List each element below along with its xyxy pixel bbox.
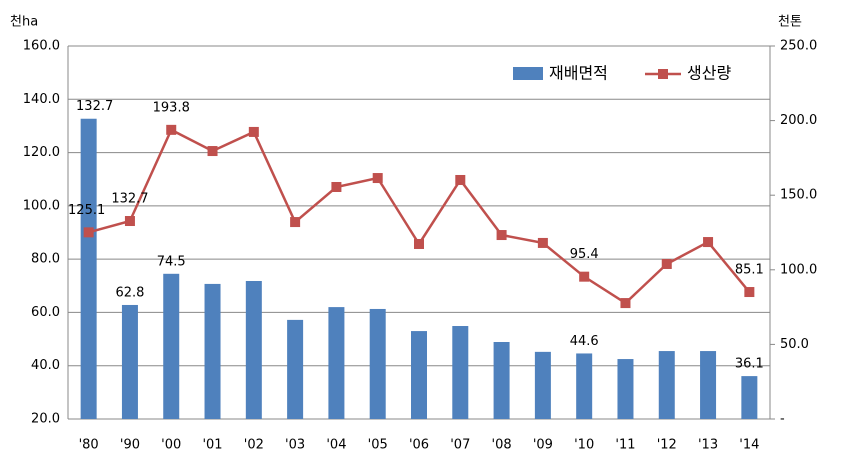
y2-tick-label: 250.0 <box>780 39 817 54</box>
bar <box>700 351 717 419</box>
bar <box>163 273 180 419</box>
marker <box>620 298 631 309</box>
x-tick-label: '08 <box>492 438 512 453</box>
bar <box>493 342 510 419</box>
y-axis-label: 천ha <box>10 15 38 30</box>
marker <box>661 258 672 269</box>
bar <box>245 280 262 419</box>
data-label: 36.1 <box>735 357 764 372</box>
y2-tick-label: 100.0 <box>780 262 817 277</box>
bar <box>411 331 427 419</box>
marker <box>83 227 94 238</box>
y2-tick-label: 150.0 <box>780 188 817 203</box>
x-tick-label: '07 <box>450 438 470 453</box>
bar <box>741 376 758 419</box>
y-tick-label: 20.0 <box>31 412 60 427</box>
bar <box>204 283 221 419</box>
y-tick-label: 120.0 <box>23 145 60 160</box>
x-tick-label: '00 <box>161 438 181 453</box>
marker <box>290 217 301 228</box>
bar <box>658 351 675 419</box>
legend-swatch <box>513 67 543 80</box>
data-label: 74.5 <box>157 254 186 269</box>
data-label: 95.4 <box>570 247 599 262</box>
data-label: 85.1 <box>735 263 764 278</box>
bar <box>80 118 97 420</box>
y2-tick-label: 200.0 <box>780 113 817 128</box>
x-tick-label: '12 <box>657 438 677 453</box>
bar <box>452 326 469 419</box>
legend-swatch <box>658 69 668 79</box>
marker <box>372 173 383 184</box>
marker <box>331 181 342 192</box>
marker <box>496 230 507 241</box>
bar <box>287 319 304 419</box>
bar <box>534 351 551 419</box>
x-tick-label: '80 <box>79 438 99 453</box>
y-tick-label: 160.0 <box>23 39 60 54</box>
bar <box>369 308 386 419</box>
marker <box>537 237 548 248</box>
bar <box>121 304 138 419</box>
marker <box>744 287 755 298</box>
bar <box>328 307 345 419</box>
legend-label: 생산량 <box>687 64 731 83</box>
x-tick-label: '11 <box>615 438 635 453</box>
x-tick-label: '06 <box>409 438 429 453</box>
y-tick-label: 40.0 <box>31 358 60 373</box>
marker <box>703 237 714 248</box>
line <box>88 128 751 305</box>
bar <box>617 359 634 419</box>
marker <box>207 146 218 157</box>
marker <box>455 174 466 185</box>
y-tick-label: 100.0 <box>23 198 60 213</box>
y2-tick-label: 50.0 <box>780 337 809 352</box>
x-tick-label: '03 <box>285 438 305 453</box>
marker <box>124 216 135 227</box>
x-tick-label: '13 <box>698 438 718 453</box>
marker <box>579 271 590 282</box>
bar <box>576 353 593 419</box>
data-label: 44.6 <box>570 334 599 349</box>
marker <box>248 126 259 137</box>
marker <box>414 238 424 249</box>
y-tick-label: 140.0 <box>23 92 60 107</box>
data-label: 62.8 <box>115 285 144 300</box>
x-tick-label: '09 <box>533 438 553 453</box>
y-tick-label: 60.0 <box>31 305 60 320</box>
legend-label: 재배면적 <box>549 64 608 83</box>
x-tick-label: '02 <box>244 438 264 453</box>
y2-tick-label: - <box>780 412 785 427</box>
data-label: 132.7 <box>111 192 148 207</box>
x-tick-label: '90 <box>120 438 140 453</box>
x-tick-label: '10 <box>574 438 594 453</box>
data-label: 193.8 <box>153 100 190 115</box>
data-label: 132.7 <box>76 99 113 114</box>
marker <box>166 124 177 135</box>
x-tick-label: '04 <box>326 438 346 453</box>
y2-axis-label: 천톤 <box>778 15 802 30</box>
x-tick-label: '14 <box>739 438 759 453</box>
x-tick-label: '01 <box>202 438 222 453</box>
x-tick-label: '05 <box>368 438 388 453</box>
y-tick-label: 80.0 <box>31 252 60 267</box>
data-label: 125.1 <box>68 203 105 218</box>
